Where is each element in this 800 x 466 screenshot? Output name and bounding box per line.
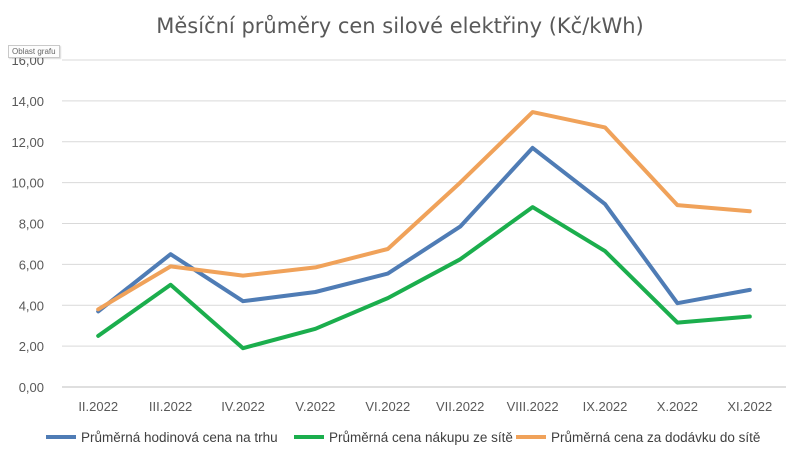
x-tick-label: III.2022 [149, 399, 192, 414]
series-line-1 [98, 148, 750, 312]
y-tick-label: 6,00 [19, 257, 44, 272]
x-tick-label: XI.2022 [727, 399, 772, 414]
x-tick-label: IX.2022 [583, 399, 628, 414]
legend-label: Průměrná cena nákupu ze sítě [329, 430, 513, 445]
y-tick-label: 8,00 [19, 217, 44, 232]
y-tick-label: 12,00 [11, 135, 44, 150]
y-tick-label: 2,00 [19, 339, 44, 354]
x-tick-label: VII.2022 [436, 399, 484, 414]
x-tick-label: IV.2022 [221, 399, 265, 414]
chart-title: Měsíční průměry cen silové elektřiny (Kč… [0, 14, 800, 38]
legend-label: Průměrná hodinová cena na trhu [81, 430, 278, 445]
chart-area-tooltip: Oblast grafu [8, 45, 60, 58]
series-line-2 [98, 207, 750, 348]
legend-label: Průměrná cena za dodávku do sítě [551, 430, 760, 445]
y-tick-label: 0,00 [19, 380, 44, 395]
y-tick-label: 4,00 [19, 298, 44, 313]
y-tick-label: 14,00 [11, 94, 44, 109]
x-tick-label: VI.2022 [365, 399, 410, 414]
x-tick-label: V.2022 [295, 399, 335, 414]
x-tick-label: II.2022 [78, 399, 118, 414]
y-tick-label: 10,00 [11, 176, 44, 191]
x-tick-label: X.2022 [657, 399, 698, 414]
x-tick-label: VIII.2022 [507, 399, 559, 414]
